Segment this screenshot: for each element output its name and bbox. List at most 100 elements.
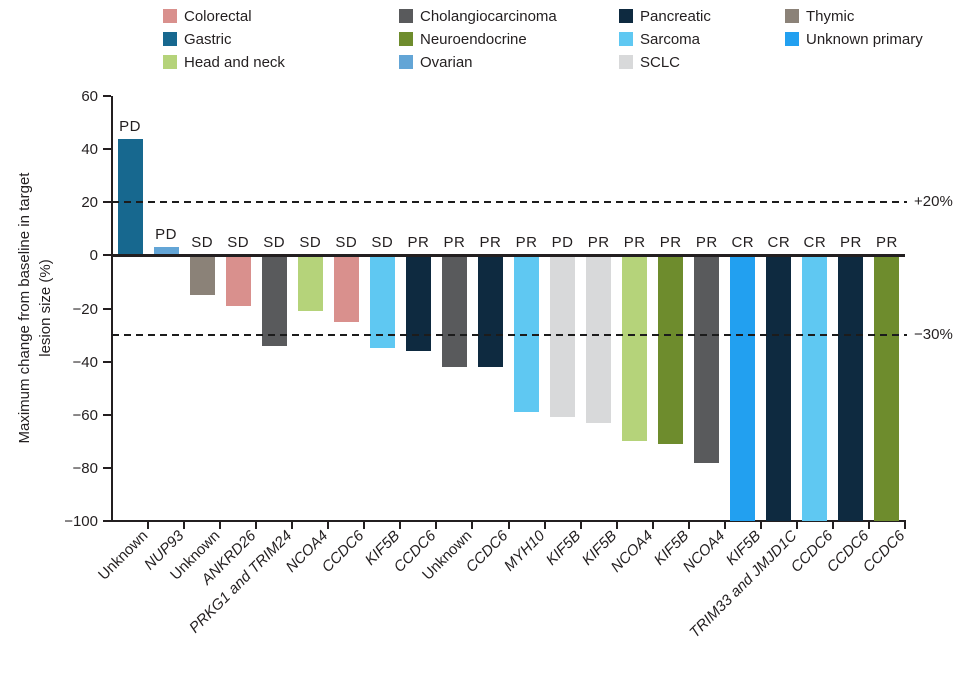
response-label: SD xyxy=(371,234,394,252)
bar-ccdc6-neuroendocrine xyxy=(874,255,900,521)
y-tick-label: 40 xyxy=(81,141,98,159)
y-tick xyxy=(103,307,111,310)
response-label: PR xyxy=(695,234,718,252)
bar-ncoa4-head-and-neck xyxy=(622,255,648,442)
bar-ccdc6-pancreatic xyxy=(838,255,864,521)
response-label: SD xyxy=(227,234,250,252)
y-tick xyxy=(103,148,111,151)
y-tick-label: −20 xyxy=(72,300,98,318)
legend-label-thymic: Thymic xyxy=(806,8,855,25)
bar-ccdc6-pancreatic xyxy=(405,255,431,351)
x-tick xyxy=(687,522,690,529)
x-tick xyxy=(399,522,402,529)
legend-label-sarcoma: Sarcoma xyxy=(640,31,701,48)
x-tick xyxy=(651,522,654,529)
response-label: CR xyxy=(767,234,791,252)
response-label: PR xyxy=(407,234,430,252)
response-label: CR xyxy=(803,234,827,252)
response-label: CR xyxy=(731,234,755,252)
x-tick xyxy=(183,522,186,529)
x-tick xyxy=(507,522,510,529)
x-tick xyxy=(795,522,798,529)
legend-swatch-head-and-neck xyxy=(163,55,177,69)
response-label: SD xyxy=(299,234,322,252)
legend-swatch-colorectal xyxy=(163,9,177,23)
legend-swatch-gastric xyxy=(163,32,177,46)
y-tick-label: 0 xyxy=(89,247,98,265)
legend-label-gastric: Gastric xyxy=(184,31,232,48)
response-label: PR xyxy=(515,234,538,252)
legend-swatch-pancreatic xyxy=(619,9,633,23)
legend-swatch-ovarian xyxy=(399,55,413,69)
legend-swatch-sclc xyxy=(619,55,633,69)
y-tick xyxy=(103,95,111,97)
bar-ccdc6-pancreatic xyxy=(477,255,503,367)
y-tick-label: −40 xyxy=(72,353,98,371)
bar-ncoa4-head-and-neck xyxy=(297,255,323,312)
response-label: PR xyxy=(587,234,610,252)
y-axis-title-line1: Maximum change from baseline in target xyxy=(16,172,33,444)
y-tick-label: −60 xyxy=(72,406,98,424)
legend-swatch-sarcoma xyxy=(619,32,633,46)
bar-kif5b-neuroendocrine xyxy=(658,255,684,444)
response-label: PR xyxy=(840,234,862,252)
bar-kif5b-sclc xyxy=(550,255,576,418)
bar-kif5b-sarcoma xyxy=(369,255,395,349)
x-tick xyxy=(435,522,438,529)
x-tick xyxy=(543,522,546,529)
y-tick-label: 60 xyxy=(81,88,98,105)
legend-label-pancreatic: Pancreatic xyxy=(640,8,711,25)
bar-ncoa4-cholangiocarcinoma xyxy=(694,255,720,463)
bar-ccdc6-colorectal xyxy=(333,255,359,322)
bar-unknown-thymic xyxy=(189,255,215,296)
legend-label-unknown-primary: Unknown primary xyxy=(806,31,923,48)
x-tick xyxy=(147,522,150,529)
x-tick xyxy=(255,522,258,529)
y-tick xyxy=(103,466,111,469)
response-label: SD xyxy=(335,234,358,252)
x-tick xyxy=(831,522,834,529)
y-tick-label: −80 xyxy=(72,459,98,477)
x-axis-line xyxy=(110,520,906,522)
bar-unknown-gastric xyxy=(117,138,143,256)
y-tick xyxy=(103,413,111,416)
legend-label-neuroendocrine: Neuroendocrine xyxy=(420,31,527,48)
response-label: PD xyxy=(155,226,177,244)
response-label: PR xyxy=(659,234,682,252)
x-tick xyxy=(471,522,474,529)
bar-myh10-sarcoma xyxy=(514,255,540,413)
bar-unknown-cholangiocarcinoma xyxy=(441,255,467,367)
legend-label-ovarian: Ovarian xyxy=(420,54,473,71)
response-label: PD xyxy=(119,117,141,135)
reference-line-label: −30% xyxy=(914,326,953,344)
bar-nup93-ovarian xyxy=(153,247,179,256)
y-tick-label: 20 xyxy=(81,194,98,212)
x-tick xyxy=(615,522,618,529)
x-tick xyxy=(759,522,762,529)
bar-kif5b-sclc xyxy=(586,255,612,423)
response-label: PD xyxy=(551,234,574,252)
response-label: PR xyxy=(623,234,646,252)
legend-swatch-neuroendocrine xyxy=(399,32,413,46)
bar-ankrd26-colorectal xyxy=(225,255,251,306)
x-tick xyxy=(867,522,870,529)
response-label: PR xyxy=(876,234,898,252)
x-tick xyxy=(291,522,294,529)
bar-prkg1-and-trim24-cholangiocarcinoma xyxy=(261,255,287,346)
zero-line xyxy=(112,254,905,257)
reference-line-label: +20% xyxy=(914,193,953,211)
y-tick xyxy=(103,254,111,257)
legend-swatch-cholangiocarcinoma xyxy=(399,9,413,23)
y-tick xyxy=(103,201,111,204)
reference-line xyxy=(112,201,907,204)
x-tick xyxy=(904,522,906,529)
y-tick xyxy=(103,360,111,363)
y-axis-line xyxy=(110,96,113,522)
legend-swatch-unknown-primary xyxy=(785,32,799,46)
bar-trim33-and-jmjd1c-pancreatic xyxy=(766,255,792,521)
legend-label-cholangiocarcinoma: Cholangiocarcinoma xyxy=(420,8,557,25)
response-label: PR xyxy=(479,234,502,252)
legend-label-head-and-neck: Head and neck xyxy=(184,54,285,71)
x-tick xyxy=(723,522,726,529)
